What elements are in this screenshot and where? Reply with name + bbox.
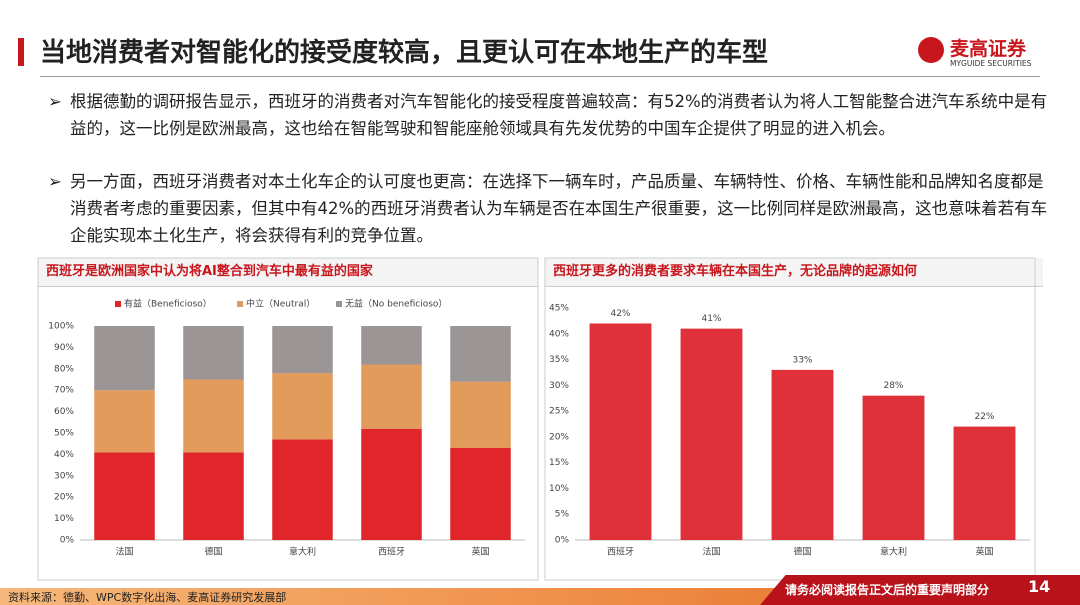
logo-text: 麦高证券 <box>950 38 1027 60</box>
y-tick-label: 30% <box>549 381 569 391</box>
bar-segment <box>272 373 333 440</box>
bar-segment <box>183 379 244 453</box>
x-tick-label: 德国 <box>204 546 222 558</box>
bar <box>589 323 652 540</box>
x-tick-label: 西班牙 <box>607 546 634 558</box>
chart-title: 西班牙是欧洲国家中认为将AI整合到汽车中最有益的国家 <box>38 258 538 287</box>
y-tick-label: 40% <box>549 329 569 339</box>
y-tick-label: 0% <box>555 536 570 546</box>
x-tick-label: 德国 <box>793 546 811 558</box>
bar-segment <box>94 390 155 453</box>
value-label: 33% <box>792 355 812 365</box>
y-tick-label: 50% <box>54 429 74 439</box>
y-tick-label: 5% <box>555 510 570 520</box>
x-tick-label: 英国 <box>975 546 993 558</box>
footer-notice-bg <box>760 575 1080 605</box>
slide-title: 当地消费者对智能化的接受度较高，且更认可在本地生产的车型 <box>40 38 769 68</box>
chart-frame <box>37 257 539 581</box>
legend-label: 无益（No beneficioso） <box>345 298 447 310</box>
value-label: 41% <box>701 314 721 324</box>
y-tick-label: 35% <box>549 355 569 365</box>
y-tick-label: 40% <box>54 450 74 460</box>
bar <box>771 369 834 540</box>
value-label: 28% <box>883 381 903 391</box>
bar-segment <box>94 452 155 540</box>
y-tick-label: 80% <box>54 364 74 374</box>
bar-segment <box>450 447 511 540</box>
bar-segment <box>272 326 333 374</box>
y-tick-label: 30% <box>54 471 74 481</box>
y-tick-label: 60% <box>54 407 74 417</box>
x-tick-label: 意大利 <box>289 546 316 558</box>
y-tick-label: 15% <box>549 458 569 468</box>
legend-swatch <box>336 301 342 307</box>
bar-segment <box>94 326 155 391</box>
legend-swatch <box>115 301 121 307</box>
logo-subtext: MYGUIDE SECURITIES <box>950 59 1032 68</box>
bar-segment <box>183 326 244 380</box>
footer-notice: 请务必阅读报告正文后的重要声明部分 <box>785 583 990 597</box>
logo-icon <box>918 37 944 63</box>
page-number: 14 <box>1028 577 1051 596</box>
legend-label: 有益（Beneficioso） <box>124 298 212 310</box>
chart-title: 西班牙更多的消费者要求车辆在本国生产，无论品牌的起源如何 <box>545 258 1043 287</box>
legend-label: 中立（Neutral） <box>246 298 315 310</box>
x-tick-label: 意大利 <box>880 546 907 558</box>
bar-segment <box>183 452 244 540</box>
value-label: 22% <box>974 412 994 422</box>
bar-segment <box>361 326 422 365</box>
x-tick-label: 法国 <box>702 546 720 558</box>
legend-swatch <box>237 301 243 307</box>
y-tick-label: 20% <box>549 432 569 442</box>
bar-segment <box>272 439 333 540</box>
y-tick-label: 10% <box>54 514 74 524</box>
title-marker <box>18 38 24 66</box>
y-tick-label: 70% <box>54 386 74 396</box>
bar <box>953 426 1016 540</box>
bar-segment <box>361 364 422 429</box>
bar <box>680 328 743 540</box>
y-tick-label: 90% <box>54 343 74 353</box>
y-tick-label: 0% <box>60 536 75 546</box>
bar <box>862 395 925 540</box>
x-tick-label: 法国 <box>115 546 133 558</box>
y-tick-label: 20% <box>54 493 74 503</box>
x-tick-label: 西班牙 <box>378 546 405 558</box>
header-rule <box>40 76 1040 77</box>
footer-source: 资料来源：德勤、WPC数字化出海、麦高证券研究发展部 <box>8 591 287 604</box>
bar-segment <box>450 326 511 382</box>
bar-segment <box>450 381 511 448</box>
y-tick-label: 45% <box>549 304 569 314</box>
x-tick-label: 英国 <box>471 546 489 558</box>
y-tick-label: 10% <box>549 484 569 494</box>
value-label: 42% <box>610 309 630 319</box>
bullet: 根据德勤的调研报告显示，西班牙的消费者对汽车智能化的接受程度普遍较高：有52%的… <box>48 88 1055 142</box>
y-tick-label: 25% <box>549 407 569 417</box>
y-tick-label: 100% <box>48 322 74 332</box>
bullet: 另一方面，西班牙消费者对本土化车企的认可度也更高：在选择下一辆车时，产品质量、车… <box>48 168 1055 249</box>
bar-segment <box>361 428 422 540</box>
